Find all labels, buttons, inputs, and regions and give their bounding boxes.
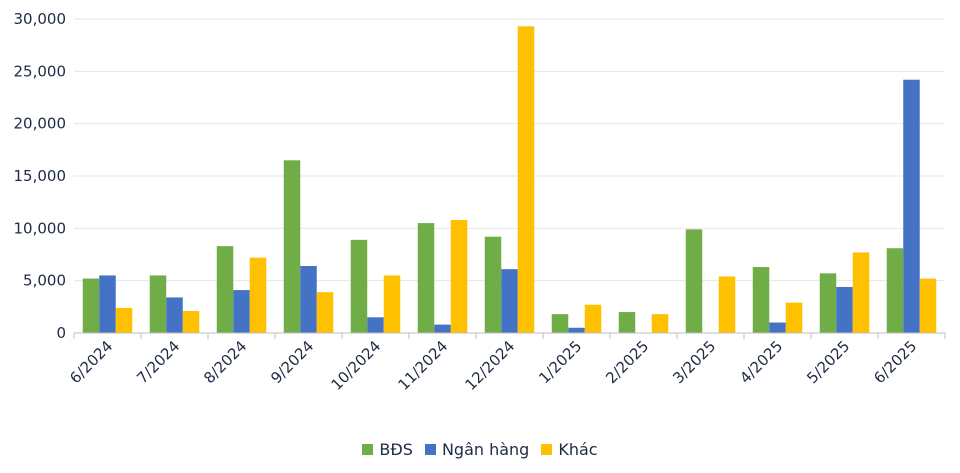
- bar: [350, 239, 368, 333]
- y-tick-label: 0: [56, 324, 66, 342]
- bar: [233, 290, 250, 333]
- bar: [450, 219, 468, 333]
- bar: [903, 79, 920, 333]
- y-axis: 0 5,000 10,000 15,000 20,000 25,000 30,000: [14, 10, 67, 342]
- bar: [283, 160, 301, 333]
- bar: [216, 246, 234, 333]
- bar: [300, 266, 317, 333]
- gridlines: [74, 18, 945, 282]
- x-tick-label: 8/2024: [200, 337, 250, 387]
- legend-swatch: [362, 444, 374, 455]
- y-tick-label: 15,000: [14, 167, 67, 185]
- bar: [383, 275, 401, 333]
- y-tick-label: 25,000: [14, 62, 67, 80]
- legend-swatch: [541, 444, 553, 455]
- bar: [517, 26, 535, 334]
- bar: [367, 317, 384, 333]
- bar: [149, 275, 167, 333]
- bar: [836, 286, 853, 333]
- bar: [919, 278, 937, 333]
- x-tick-label: 9/2024: [267, 337, 317, 387]
- legend: BĐS Ngân hàng Khác: [0, 440, 960, 459]
- bar: [618, 312, 636, 333]
- x-tick-label: 6/2025: [870, 337, 920, 387]
- x-tick-label: 6/2024: [66, 337, 116, 387]
- y-tick-label: 20,000: [14, 115, 67, 133]
- x-tick-label: 11/2024: [395, 337, 452, 394]
- x-axis: 6/2024 7/2024 8/2024 9/2024 10/2024 11/2024 12…: [66, 332, 946, 394]
- legend-label: Ngân hàng: [441, 440, 530, 459]
- bar: [249, 257, 267, 333]
- y-tick-label: 10,000: [14, 219, 67, 237]
- bar: [819, 273, 837, 333]
- legend-item: BĐS: [362, 440, 413, 459]
- x-tick-label: 3/2025: [669, 337, 719, 387]
- bar: [551, 314, 569, 333]
- bar: [752, 267, 770, 333]
- legend-item: Khác: [541, 440, 598, 459]
- bar: [417, 223, 435, 333]
- legend-item: Ngân hàng: [424, 440, 530, 459]
- x-tick-label: 1/2025: [535, 337, 585, 387]
- bar: [886, 248, 904, 333]
- legend-swatch: [424, 444, 436, 455]
- bar-chart: 0 5,000 10,000 15,000 20,000 25,000 30,000 6/2…: [14, 10, 946, 394]
- bar: [434, 324, 451, 333]
- bar: [501, 269, 518, 333]
- bar: [182, 311, 200, 333]
- y-tick-label: 5,000: [23, 272, 66, 290]
- x-tick-label: 12/2024: [462, 337, 519, 394]
- legend-label: Khác: [558, 440, 598, 459]
- bar: [651, 314, 669, 333]
- bar: [115, 307, 133, 333]
- bar: [568, 327, 585, 333]
- x-tick-label: 4/2025: [736, 337, 786, 387]
- bar: [316, 292, 334, 333]
- bar: [484, 236, 502, 333]
- bar: [99, 275, 116, 333]
- y-tick-label: 30,000: [14, 10, 67, 28]
- legend-label: BĐS: [379, 440, 413, 459]
- x-tick-label: 7/2024: [133, 337, 183, 387]
- bar: [718, 276, 736, 333]
- bar: [82, 278, 100, 333]
- bar: [584, 304, 602, 333]
- bar: [769, 322, 786, 333]
- x-tick-label: 5/2025: [803, 337, 853, 387]
- x-tick-label: 10/2024: [328, 337, 385, 394]
- x-tick-label: 2/2025: [602, 337, 652, 387]
- bar: [685, 229, 703, 333]
- bar: [785, 302, 803, 333]
- bar: [852, 252, 870, 333]
- bars: [82, 26, 937, 334]
- bar: [166, 297, 183, 333]
